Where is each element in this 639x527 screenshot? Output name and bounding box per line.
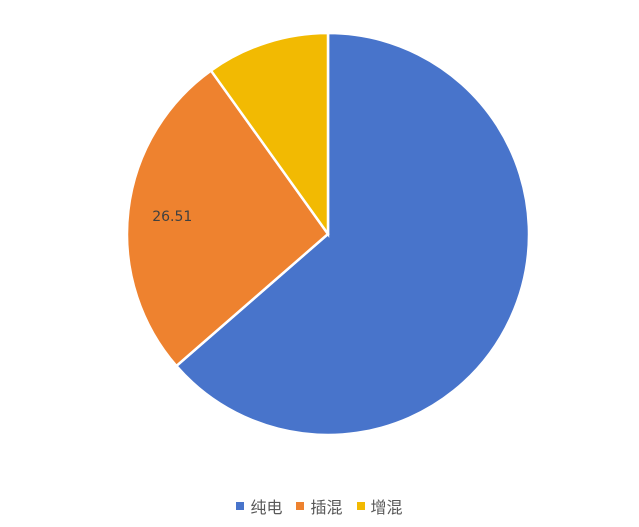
legend-item-erev: 增混: [356, 494, 403, 518]
legend-label: 插混: [310, 498, 343, 517]
legend-swatch: [236, 502, 245, 510]
legend-swatch: [356, 502, 365, 510]
pie-slice-0: [174, 31, 531, 437]
legend-label: 增混: [370, 498, 403, 517]
data-label: 26.51: [152, 209, 192, 225]
legend-label: 纯电: [250, 498, 283, 517]
legend-swatch: [296, 502, 305, 510]
legend: 纯电 插混 增混: [0, 494, 639, 518]
legend-item-phev: 插混: [296, 494, 343, 518]
pie-slice-1: [125, 68, 330, 368]
pie-slice-2: [209, 31, 330, 238]
legend-item-bev: 纯电: [236, 494, 282, 518]
